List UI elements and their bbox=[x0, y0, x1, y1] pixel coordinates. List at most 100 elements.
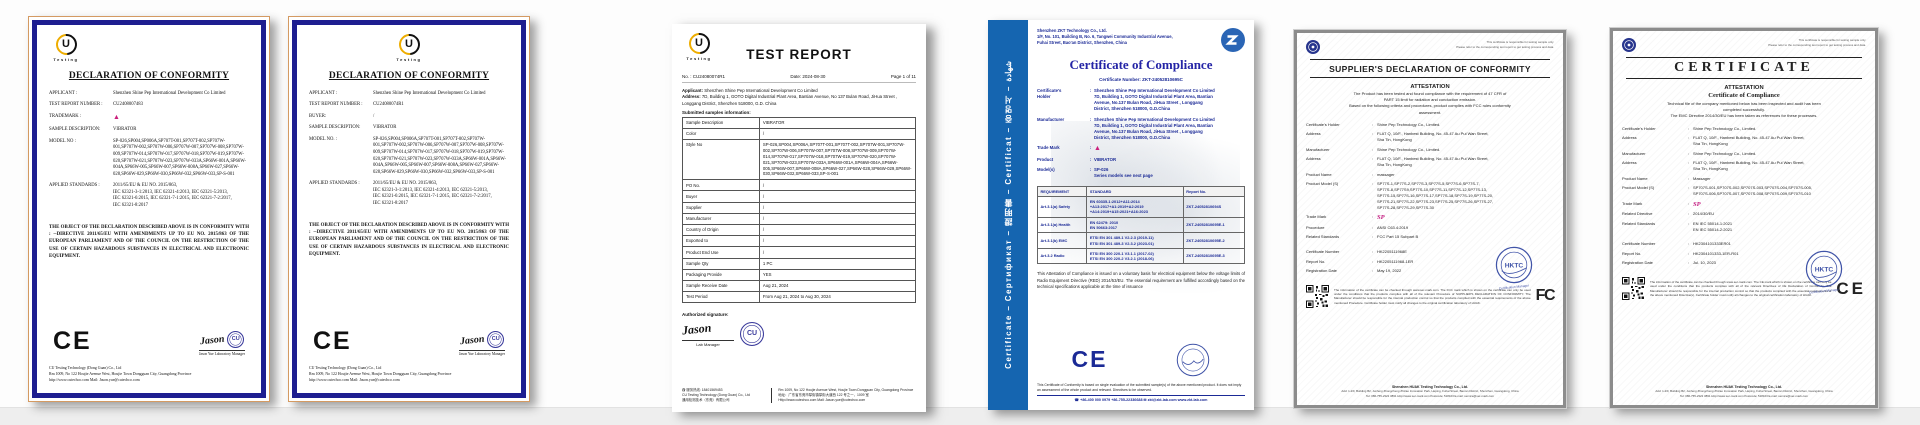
product-row: Product: VIBRATOR bbox=[1037, 156, 1117, 162]
standards-table: REQUIREMENT STANDARD Report No. Art.3.1(… bbox=[1036, 185, 1246, 265]
field-row: Related Standards: EN IEC 55014-1:2021 EN… bbox=[1622, 220, 1733, 232]
ce-mark: CE bbox=[1836, 278, 1866, 298]
table-row: Sample Qty 1 PC bbox=[682, 257, 917, 270]
cu-stamp: CU bbox=[227, 330, 245, 348]
doc-footer: CU Testing Technology (Dong Guan) Co., L… bbox=[309, 366, 509, 384]
table-row: Test Period From Aug 21, 2024 to Aug 30, … bbox=[682, 291, 917, 304]
attestation-heading: ATTESTATION bbox=[1724, 85, 1764, 91]
footer-left: ☎ 服务热线: 18401569453 CU Testing Technolog… bbox=[682, 388, 771, 403]
field-row: Manufacturer: Shine Pep Technology Co., L… bbox=[1622, 150, 1757, 156]
samples-table: Sample Description VIBRATOR Color / Style … bbox=[682, 116, 917, 304]
table-row: Art.3.1(a) Health EN 62479: 2010 EN 50663… bbox=[1036, 216, 1246, 234]
field-row: Procedure: ANSI C63.4:2019 bbox=[1306, 224, 1409, 230]
suppliers-declaration-of-conformity[interactable]: This certificate is responsible for test… bbox=[1293, 29, 1567, 409]
table-row: Sample Receive Date Aug 21, 2024 bbox=[682, 279, 917, 293]
holder-row: Certificate's Holder: Shenzhen Shine Pep … bbox=[1037, 88, 1215, 112]
field-row: TEST REPORT NUMBER : CU24080074R1 bbox=[309, 102, 404, 108]
legal-text: The information of the certificate can b… bbox=[1650, 279, 1832, 297]
attestation-heading: ATTESTATION bbox=[1410, 84, 1450, 90]
table-row: Country of Origin / bbox=[682, 223, 917, 237]
marks-row: CE bbox=[1037, 343, 1245, 377]
navy-frame: U Testing DECLARATION OF CONFORMITY APPL… bbox=[292, 20, 526, 398]
signature: Jason bbox=[459, 333, 485, 348]
sample-notice: This certificate is responsible for test… bbox=[1768, 38, 1866, 47]
field-row: APPLICANT : Shenzhen Shine Pep Internatio… bbox=[309, 90, 486, 96]
cu-testing-logo: U Testing bbox=[682, 33, 716, 61]
test-report[interactable]: U Testing TEST REPORT No. : CU24080074R1… bbox=[672, 24, 926, 412]
signature: Jason bbox=[681, 320, 712, 338]
field-row: APPLIED STANDARDS :2011/65/EU & EU NO. 2… bbox=[309, 181, 492, 207]
field-row: Certificate Number: HK2304101333ER01 bbox=[1622, 241, 1731, 247]
doc-title: DECLARATION OF CONFORMITY bbox=[68, 70, 230, 81]
attestation-text: The Product has been tested and found co… bbox=[1349, 91, 1511, 115]
field-row: SAMPLE DESCRIPTION: VIBRATOR bbox=[309, 125, 397, 131]
footer-company: Shenzhen HUAK Testing Technology Co., Lt… bbox=[1705, 385, 1783, 389]
certificate-of-compliance-emc[interactable]: This certificate is responsible for test… bbox=[1609, 27, 1879, 409]
field-row: Product Model (S): SP707S-001,SP707S-002,… bbox=[1622, 185, 1812, 196]
doc-subtitle: Certificate of Compliance bbox=[1708, 92, 1780, 99]
field-row: Report No.: HK2205111968-1ER bbox=[1306, 258, 1414, 264]
cu-logo-icon: U bbox=[399, 34, 420, 55]
footer-contact: http://www.cutechco.com Mail: Jason.yue@… bbox=[49, 378, 140, 383]
qr-code bbox=[1306, 284, 1329, 308]
footer-company: Shenzhen HUAK Testing Technology Co., Lt… bbox=[1391, 385, 1469, 389]
table-row: Supplier / bbox=[682, 201, 917, 214]
multilingual-sidebar: Certificate – Сертификат – 證明書 – Certifi… bbox=[988, 20, 1028, 410]
cu-logo-caption: Testing bbox=[396, 56, 422, 62]
field-list: APPLICANT : Shenzhen Shine Pep Internatio… bbox=[49, 91, 249, 215]
footer-company: CU Testing Technology (Dong Guan) Co., L… bbox=[49, 366, 122, 371]
fcc-mark: FC bbox=[1535, 287, 1556, 305]
sample-notice: This certificate is responsible for test… bbox=[1456, 40, 1554, 49]
field-list: Certificate's Holder: Shine Pep Technolog… bbox=[1306, 122, 1554, 214]
footer-address: Add: 1-2/F, Building B2, Junfeng Zhongch… bbox=[1341, 389, 1519, 398]
address-line: Address: 7D, Building 1, GOTO Digital In… bbox=[682, 94, 898, 106]
doc-header: This certificate is responsible for test… bbox=[1622, 38, 1866, 52]
cu-logo-icon: U bbox=[689, 33, 710, 54]
footer-company: CU Testing Technology (Dong Guan) Co., L… bbox=[309, 366, 382, 371]
sidebar-vertical-text: Certificate – Сертификат – 證明書 – Certifi… bbox=[1003, 61, 1013, 369]
report-footer: ☎ 服务热线: 18401569453 CU Testing Technolog… bbox=[682, 384, 916, 403]
svg-text:HKTC: HKTC bbox=[1505, 262, 1524, 269]
cu-logo-caption: Testing bbox=[686, 55, 712, 61]
field-list: Related Directive:2014/30/EU Related Sta… bbox=[1622, 211, 1866, 236]
authorized-signature-label: Authorized signature: bbox=[682, 312, 729, 318]
trademark-row: Trade Mark: SP bbox=[1622, 200, 1701, 208]
field-row: TEST REPORT NUMBER : CU2408007483 bbox=[49, 102, 143, 108]
qr-code bbox=[1622, 277, 1645, 301]
certificate-declaration-of-conformity-2[interactable]: U Testing DECLARATION OF CONFORMITY APPL… bbox=[288, 16, 530, 402]
signature-block: Jason CU Jason Yue Laboratory Manager bbox=[458, 330, 505, 356]
doc-footer: Shenzhen HUAK Testing Technology Co., Lt… bbox=[1622, 381, 1866, 398]
field-row: Registration Date: Jul. 10, 2023 bbox=[1622, 260, 1716, 266]
footer-address: Rm 1009, No 122 Houjie Avenue West, Houj… bbox=[49, 372, 192, 377]
signature-block: Jason Lab Manager CU bbox=[681, 320, 916, 347]
report-page: Page 1 of 11 bbox=[890, 74, 916, 79]
field-list: Certificate Number: HK2304101333ER01 Repo… bbox=[1622, 241, 1866, 270]
table-header-row: REQUIREMENT STANDARD Report No. bbox=[1036, 185, 1246, 197]
attestation-text: Technical file of the company mentioned … bbox=[1667, 101, 1821, 119]
signature-block: Jason CU Jason Yue Laboratory Manager bbox=[198, 330, 245, 356]
trademark-row: Trade Mark: SP bbox=[1306, 214, 1385, 222]
models-row: Model(s): SP-026 Series models see next p… bbox=[1037, 167, 1153, 179]
signature: Jason bbox=[199, 333, 225, 348]
ce-mark: CE bbox=[53, 327, 92, 356]
certificate-of-compliance-zkt[interactable]: Certificate – Сертификат – 證明書 – Certifi… bbox=[988, 20, 1254, 410]
report-title: TEST REPORT bbox=[746, 47, 852, 62]
svg-text:HKTC: HKTC bbox=[1815, 266, 1834, 273]
certificate-declaration-of-conformity-1[interactable]: U Testing DECLARATION OF CONFORMITY APPL… bbox=[28, 16, 270, 402]
field-row: Certificate Number: HK2205111968E bbox=[1306, 249, 1407, 255]
issuer-header: Shenzhen ZKT Technology Co., Ltd. 1/F, No… bbox=[1037, 28, 1245, 52]
field-row: Registration Date: May 19, 2022 bbox=[1306, 268, 1402, 274]
table-row: PO No. / bbox=[682, 179, 917, 192]
ce-mark: CE bbox=[313, 327, 352, 356]
trademark-row: Trade Mark: ▲ bbox=[1037, 145, 1101, 153]
field-row: Certificate's Holder: Shine Pep Technolog… bbox=[1622, 125, 1757, 131]
field-row: Product Name: Massager bbox=[1622, 175, 1711, 181]
huak-logo-icon bbox=[1306, 40, 1320, 54]
doc-title: CERTIFICATE bbox=[1626, 57, 1862, 79]
field-row: Manufacturer: Shine Pep Technology Co., L… bbox=[1306, 146, 1441, 152]
legal-row: The information of the certificate can b… bbox=[1622, 277, 1866, 301]
field-row: Address: FLAT Q, 10/F., Hanbest Building,… bbox=[1306, 156, 1489, 168]
cu-stamp: CU bbox=[487, 330, 505, 348]
doc-footer: Shenzhen HUAK Testing Technology Co., Lt… bbox=[1306, 381, 1554, 398]
